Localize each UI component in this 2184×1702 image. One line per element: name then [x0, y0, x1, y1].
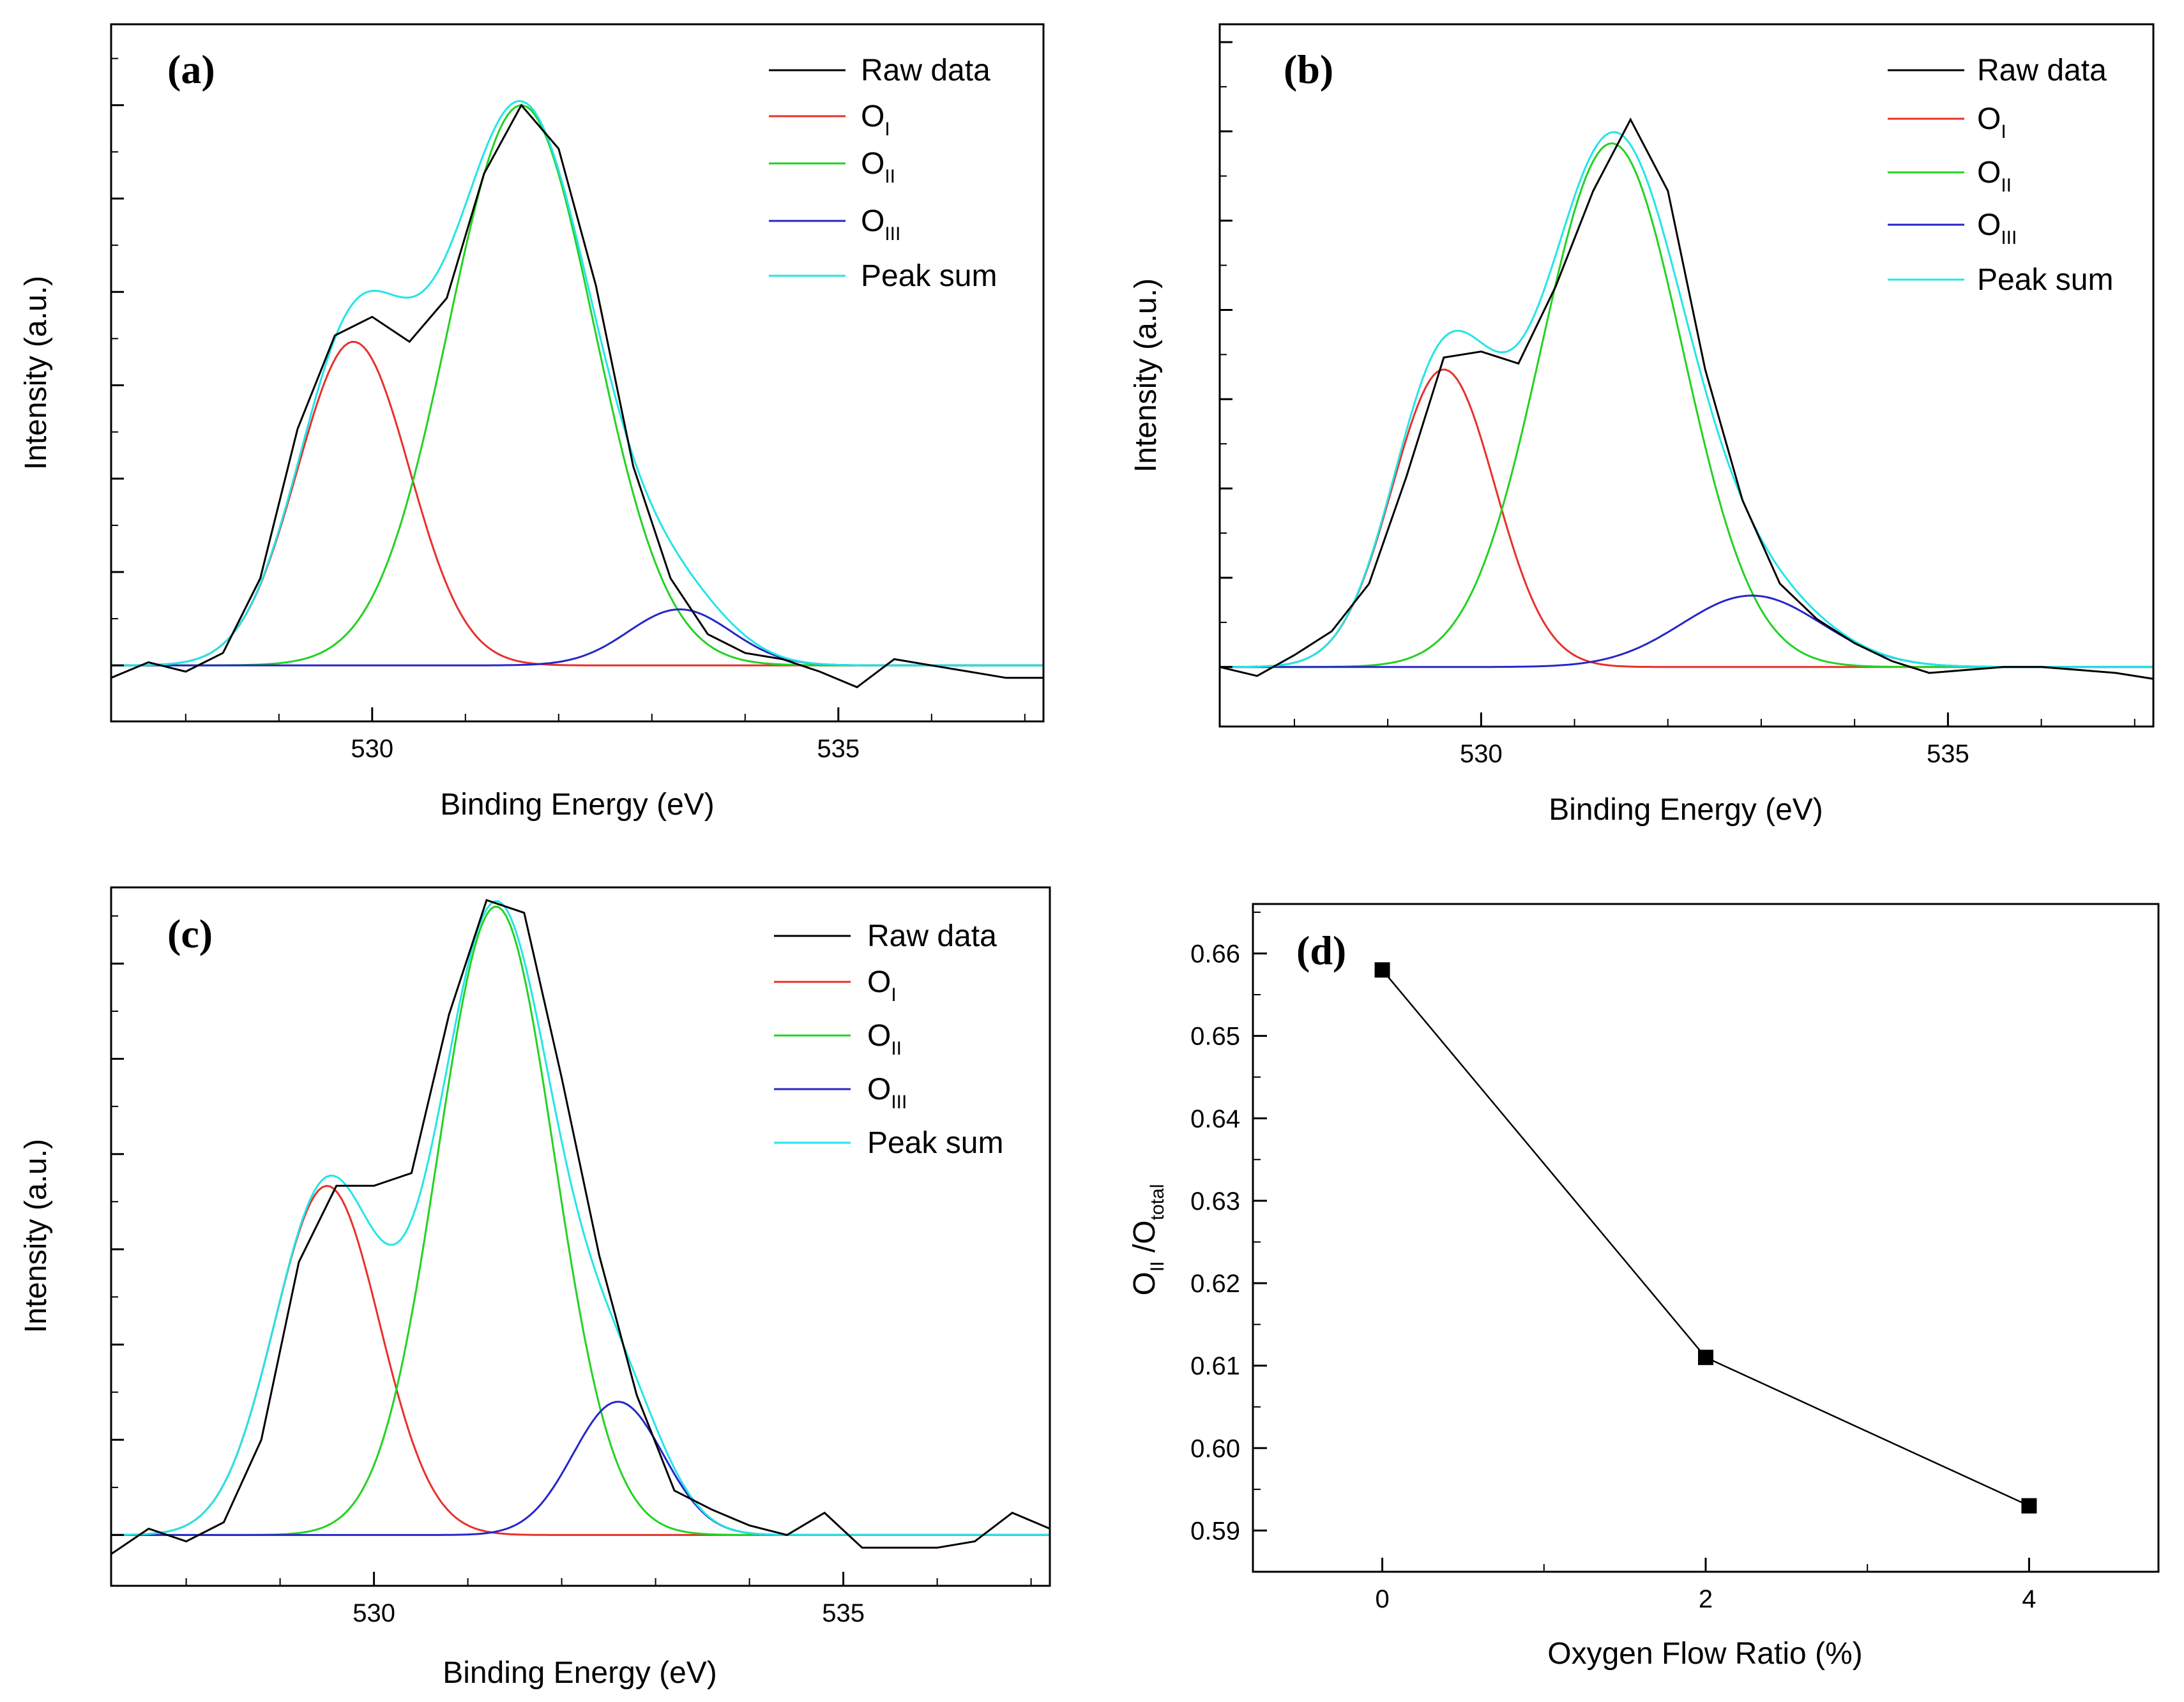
panel-d: (d) Oxygen Flow Ratio (%) OII /Ototal 0 2…: [1128, 903, 2160, 1671]
panel-c-label: (c): [167, 911, 213, 956]
panel-c-x-tick-label: 530: [353, 1599, 395, 1627]
panel-d-x-tick-label: 0: [1375, 1585, 1389, 1613]
panel-d-y-tick-label: 0.59: [1190, 1517, 1240, 1545]
panel-b-frame: [1218, 23, 2155, 728]
panel-a-raw-data-line: [110, 103, 1043, 689]
legend-b-oii-label: OII: [1977, 156, 2012, 196]
panel-a-x-tick-label: 535: [817, 735, 860, 763]
panel-c-oi-curve: [111, 1184, 1050, 1536]
panel-d-y-tick-label: 0.61: [1190, 1352, 1240, 1380]
panel-b-label: (b): [1284, 47, 1333, 92]
panel-d-y-tick-label: 0.63: [1190, 1187, 1240, 1216]
legend-a-peaksum-label: Peak sum: [861, 259, 997, 293]
legend-b-raw-label: Raw data: [1977, 54, 2107, 87]
panel-d-label: (d): [1296, 928, 1346, 973]
panel-b-oiii-curve: [1220, 594, 2153, 668]
panel-a-y-axis-label: Intensity (a.u.): [19, 276, 53, 470]
panel-a-x-axis-label: Binding Energy (eV): [440, 788, 715, 822]
panel-a-oii-curve: [111, 104, 1043, 666]
panel-d-frame: [1252, 903, 2160, 1573]
panel-a-label: (a): [167, 47, 215, 92]
panel-b-y-ticks: [1220, 41, 1232, 668]
panel-d-x-ticks: 0 2 4: [1375, 1558, 2036, 1613]
legend-c-peaksum-label: Peak sum: [867, 1126, 1003, 1160]
panel-c-y-ticks: [111, 915, 124, 1536]
panel-c-oiii-curve: [111, 1401, 1050, 1536]
panel-c-x-ticks: 530 535: [185, 1572, 1032, 1627]
panel-d-x-axis-label: Oxygen Flow Ratio (%): [1547, 1637, 1862, 1671]
panel-d-y-ticks: 0.59 0.60 0.61 0.62 0.63 0.64 0.65 0.66: [1190, 911, 1267, 1545]
panel-d-series-line: [1381, 969, 2029, 1507]
panel-d-data-point: [1698, 1350, 1713, 1366]
panel-b-x-tick-label: 530: [1460, 740, 1503, 768]
panel-d-x-tick-label: 4: [2022, 1585, 2036, 1613]
panel-d-data-point: [1374, 962, 1390, 978]
panel-a-oiii-curve: [111, 608, 1043, 666]
panel-a-plot-area: [110, 100, 1043, 689]
panel-d-y-tick-label: 0.64: [1190, 1105, 1240, 1133]
panel-a-x-ticks: 530 535: [185, 707, 1026, 763]
panel-b-x-ticks: 530 535: [1293, 712, 2135, 768]
panel-d-plot-area: [1374, 962, 2037, 1514]
panel-c-plot-area: [110, 898, 1050, 1555]
panel-b: (b) Binding Energy (eV) Intensity (a.u.)…: [1129, 23, 2155, 827]
legend-c-oiii-label: OIII: [867, 1073, 907, 1113]
panel-c-frame: [110, 886, 1051, 1587]
panel-d-data-point: [2021, 1498, 2037, 1514]
panel-d-y-tick-label: 0.62: [1190, 1270, 1240, 1298]
panel-a-peak-sum-curve: [111, 100, 1043, 666]
legend-b-oi-label: OI: [1977, 102, 2006, 142]
panel-c-raw-data-line: [110, 898, 1050, 1555]
panel-d-y-tick-label: 0.60: [1190, 1435, 1240, 1463]
panel-c-legend: Raw data OI OII OIII Peak sum: [774, 919, 1003, 1160]
panel-c-peak-sum-curve: [111, 900, 1050, 1536]
legend-a-oi-label: OI: [861, 100, 890, 140]
panel-a-legend: Raw data OI OII OIII Peak sum: [769, 54, 997, 293]
panel-a-y-ticks: [111, 57, 124, 666]
legend-c-raw-label: Raw data: [867, 919, 997, 953]
panel-d-y-tick-label: 0.65: [1190, 1023, 1240, 1051]
panel-b-plot-area: [1219, 117, 2154, 680]
panel-b-oi-curve: [1220, 368, 2153, 668]
legend-b-peaksum-label: Peak sum: [1977, 263, 2113, 297]
panel-a-oi-curve: [111, 340, 1043, 666]
panel-d-y-tick-label: 0.66: [1190, 940, 1240, 968]
panel-b-peak-sum-curve: [1220, 131, 2153, 668]
panel-c-y-axis-label: Intensity (a.u.): [19, 1139, 53, 1333]
panel-d-x-tick-label: 2: [1699, 1585, 1713, 1613]
panel-b-x-axis-label: Binding Energy (eV): [1549, 793, 1823, 827]
panel-a-frame: [110, 23, 1045, 723]
panel-c-x-tick-label: 535: [822, 1599, 865, 1627]
panel-b-legend: Raw data OI OII OIII Peak sum: [1888, 54, 2113, 297]
panel-a: (a) Binding Energy (eV) Intensity (a.u.)…: [19, 23, 1045, 822]
panel-b-y-axis-label: Intensity (a.u.): [1129, 278, 1163, 472]
legend-a-raw-label: Raw data: [861, 54, 990, 87]
legend-a-oii-label: OII: [861, 147, 895, 187]
panel-c-x-axis-label: Binding Energy (eV): [443, 1656, 717, 1690]
panel-d-y-axis-label: OII /Ototal: [1128, 1184, 1168, 1296]
legend-c-oi-label: OI: [867, 965, 897, 1005]
legend-c-oii-label: OII: [867, 1019, 902, 1059]
panel-c: (c) Binding Energy (eV) Intensity (a.u.)…: [19, 886, 1051, 1690]
panel-b-x-tick-label: 535: [1927, 740, 1969, 768]
panel-b-raw-data-line: [1219, 117, 2154, 680]
legend-b-oiii-label: OIII: [1977, 208, 2017, 248]
legend-a-oiii-label: OIII: [861, 204, 900, 245]
panel-a-x-tick-label: 530: [351, 735, 393, 763]
